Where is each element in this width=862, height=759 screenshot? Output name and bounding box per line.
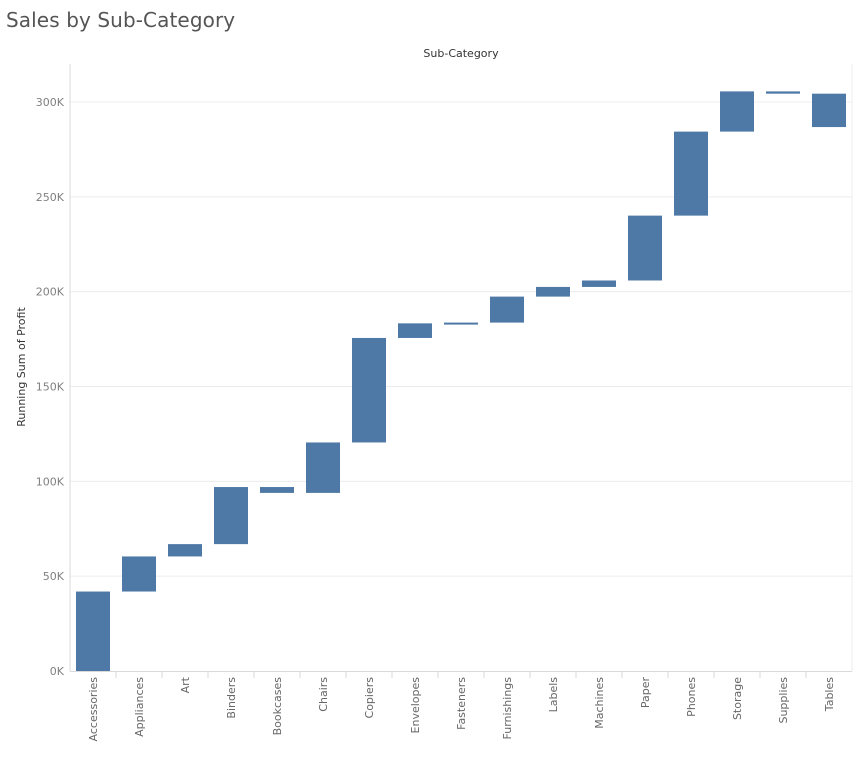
bar-labels[interactable] [536,286,570,297]
x-category-label: Appliances [133,677,146,737]
bar-art[interactable] [168,544,202,557]
x-category-label: Storage [731,677,744,720]
bar-phones[interactable] [674,131,708,216]
bar-binders[interactable] [214,487,248,545]
bar-copiers[interactable] [352,337,386,443]
y-tick-label: 250K [36,191,65,204]
x-category-label: Copiers [363,677,376,719]
y-axis-ticks: 0K 50K 100K 150K 200K 250K 300K [36,96,65,678]
column-header: Sub-Category [423,47,499,60]
bar-envelopes[interactable] [398,323,432,338]
y-tick-label: 100K [36,475,65,488]
bar-tables[interactable] [812,93,846,128]
x-category-label: Accessories [87,677,100,742]
y-tick-label: 50K [43,570,65,583]
bar-appliances[interactable] [122,556,156,592]
x-category-label: Art [179,676,192,693]
x-category-label: Binders [225,677,238,719]
bar-chairs[interactable] [306,442,340,493]
x-category-label: Labels [547,677,560,713]
y-tick-label: 150K [36,381,65,394]
y-axis-label: Running Sum of Profit [15,307,28,427]
x-category-label: Paper [639,677,652,709]
x-category-label: Machines [593,677,606,729]
y-tick-label: 200K [36,286,65,299]
x-category-label: Furnishings [501,677,514,740]
gridlines [70,101,852,577]
bars [76,91,846,671]
x-category-label: Fasteners [455,677,468,730]
bar-accessories[interactable] [76,591,110,671]
x-category-label: Tables [823,677,836,712]
y-tick-label: 300K [36,96,65,109]
x-axis-categories: Accessories Appliances Art Binders Bookcases… [87,676,836,741]
x-category-label: Envelopes [409,677,422,734]
axis-lines [69,64,853,678]
x-category-label: Chairs [317,677,330,712]
bar-furnishings[interactable] [490,296,524,323]
bar-storage[interactable] [720,91,754,132]
x-category-label: Phones [685,677,698,717]
x-category-label: Supplies [777,677,790,724]
bar-bookcases[interactable] [260,487,294,493]
x-category-label: Bookcases [271,677,284,736]
bar-machines[interactable] [582,280,616,287]
bar-supplies[interactable] [766,91,800,94]
y-tick-label: 0K [50,665,65,678]
chart-title: Sales by Sub-Category [6,8,236,32]
bar-fasteners[interactable] [444,322,478,325]
bar-paper[interactable] [628,215,662,281]
